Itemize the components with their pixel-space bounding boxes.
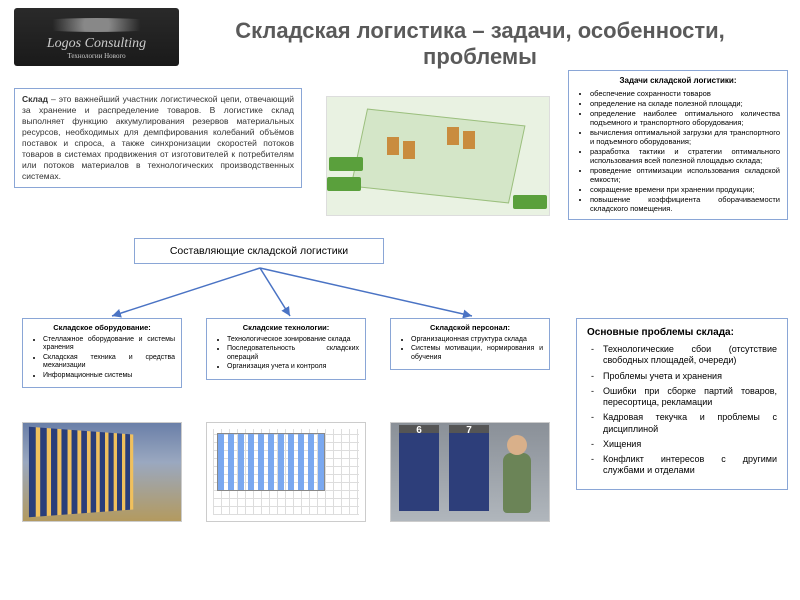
tasks-header: Задачи складской логистики: [576, 76, 780, 85]
column-equipment: Складское оборудование: Стеллажное обору… [22, 318, 182, 388]
tasks-box: Задачи складской логистики: обеспечение … [568, 70, 788, 220]
problems-header: Основные проблемы склада: [587, 327, 777, 338]
tasks-list: обеспечение сохранности товаров определе… [576, 89, 780, 213]
warehouse-illustration [326, 96, 550, 216]
list-item: вычисления оптимальной загрузки для тран… [590, 128, 780, 146]
list-item: Хищения [591, 439, 777, 450]
list-item: Технологическое зонирование склада [227, 336, 359, 344]
list-item: Кадровая текучка и проблемы с дисциплино… [591, 412, 777, 435]
list-item: Информационные системы [43, 372, 175, 380]
list-item: Конфликт интересов с другими службами и … [591, 454, 777, 477]
logo-brand: Logos Consulting [47, 36, 146, 51]
logo: Logos Consulting Технологии Нового [14, 8, 179, 66]
problems-box: Основные проблемы склада: Технологически… [576, 318, 788, 490]
list-item: Проблемы учета и хранения [591, 371, 777, 382]
list-item: Организационная структура склада [411, 336, 543, 344]
list-item: повышение коэффициента оборачиваемости с… [590, 195, 780, 213]
problems-list: Технологические сбои (отсутствие свободн… [587, 344, 777, 477]
list-item: обеспечение сохранности товаров [590, 89, 780, 98]
list-item: Ошибки при сборке партий товаров, пересо… [591, 386, 777, 409]
components-title: Составляющие складской логистики [170, 245, 348, 257]
list-item: проведение оптимизации использования скл… [590, 166, 780, 184]
components-title-box: Составляющие складской логистики [134, 238, 384, 264]
personnel-image: 6 7 [390, 422, 550, 522]
arrows-diagram [80, 262, 520, 322]
technologies-image [206, 422, 366, 522]
column-technologies: Складские технологии: Технологическое зо… [206, 318, 366, 380]
description-text: – это важнейший участник логистической ц… [22, 94, 294, 181]
list-item: определение на складе полезной площади; [590, 99, 780, 108]
list-item: определение наиболее оптимального количе… [590, 109, 780, 127]
column-header: Складское оборудование: [29, 323, 175, 332]
column-header: Складской персонал: [397, 323, 543, 332]
list-item: Технологические сбои (отсутствие свободн… [591, 344, 777, 367]
list-item: Системы мотивации, нормирования и обучен… [411, 345, 543, 362]
list-item: Стеллажное оборудование и системы хранен… [43, 336, 175, 353]
column-personnel: Складской персонал: Организационная стру… [390, 318, 550, 370]
column-header: Складские технологии: [213, 323, 359, 332]
description-bold: Склад [22, 94, 48, 104]
logo-tagline: Технологии Нового [14, 52, 179, 60]
list-item: Последовательность складских операций [227, 345, 359, 362]
page-title: Складская логистика – задачи, особенност… [200, 18, 760, 70]
list-item: сокращение времени при хранении продукци… [590, 185, 780, 194]
list-item: разработка тактики и стратегии оптимальн… [590, 147, 780, 165]
equipment-image [22, 422, 182, 522]
list-item: Организация учета и контроля [227, 363, 359, 371]
list-item: Складская техника и средства механизации [43, 354, 175, 371]
description-box: Склад – это важнейший участник логистиче… [14, 88, 302, 188]
